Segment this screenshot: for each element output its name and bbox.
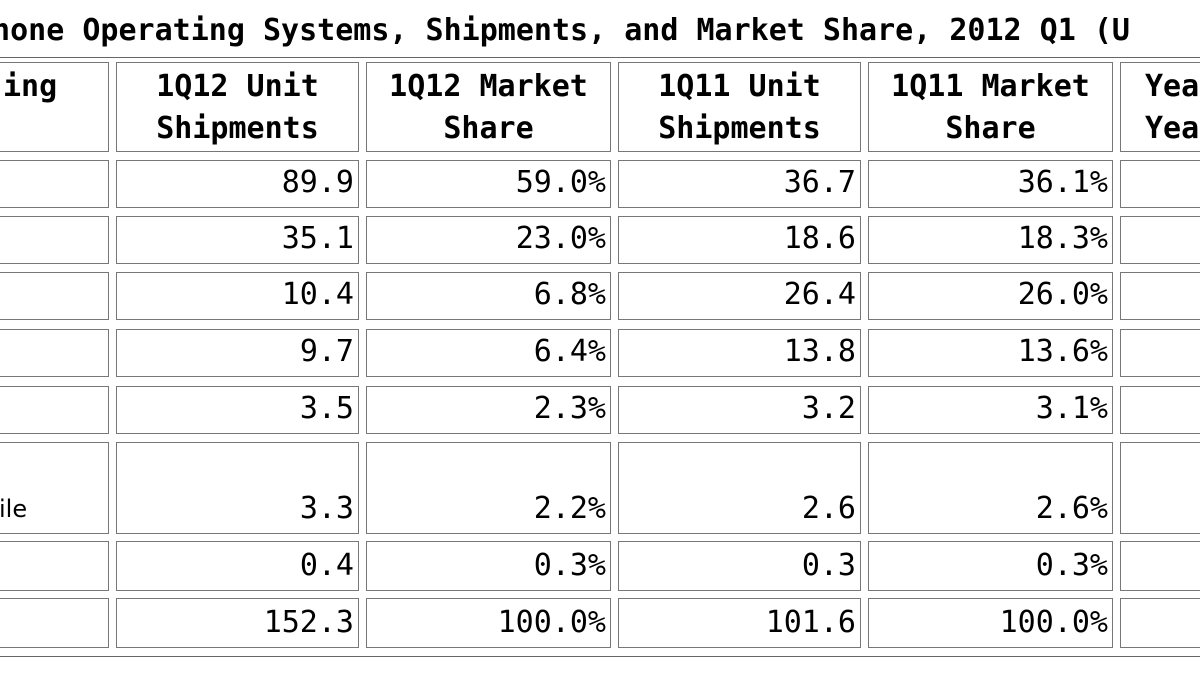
table-cell-q12-share: 6.4% bbox=[366, 329, 611, 377]
table-cell-q11-units: 13.8 bbox=[618, 329, 861, 377]
table-cell-q11-units: 18.6 bbox=[618, 216, 861, 264]
table-cell-yoy bbox=[1120, 160, 1200, 208]
table-cell-q12-share: 23.0% bbox=[366, 216, 611, 264]
table-cell-q11-share: 18.3% bbox=[868, 216, 1113, 264]
row-label-cell bbox=[0, 329, 109, 377]
table-cell-yoy bbox=[1120, 598, 1200, 648]
table-cell-yoy bbox=[1120, 216, 1200, 264]
table-cell-q11-share: 36.1% bbox=[868, 160, 1113, 208]
column-header: 1Q12 Unit Shipments bbox=[116, 62, 359, 152]
table-cell-q11-units: 0.3 bbox=[618, 541, 861, 591]
table-frame bbox=[0, 57, 1200, 657]
table-cell-q12-units: 3.5 bbox=[116, 386, 359, 434]
table-cell-q11-units: 101.6 bbox=[618, 598, 861, 648]
table-cell-q12-share: 100.0% bbox=[366, 598, 611, 648]
table-cell-q12-share: 0.3% bbox=[366, 541, 611, 591]
row-label-cell bbox=[0, 160, 109, 208]
column-header: 1Q12 Market Share bbox=[366, 62, 611, 152]
row-label-cell bbox=[0, 386, 109, 434]
table-cell-q12-units: 9.7 bbox=[116, 329, 359, 377]
column-header: 1Q11 Market Share bbox=[868, 62, 1113, 152]
table-cell-q12-units: 0.4 bbox=[116, 541, 359, 591]
table-cell-q12-units: 152.3 bbox=[116, 598, 359, 648]
table-cell-q12-share: 2.2% bbox=[366, 442, 611, 534]
table-title-text: phone Operating Systems, Shipments, and … bbox=[0, 13, 1130, 48]
table-cell-q12-share: 6.8% bbox=[366, 272, 611, 320]
row-label-cell bbox=[0, 541, 109, 591]
row-label-cell bbox=[0, 216, 109, 264]
table-cell-q11-units: 3.2 bbox=[618, 386, 861, 434]
table-cell-q11-share: 2.6% bbox=[868, 442, 1113, 534]
table-cell-q11-share: 100.0% bbox=[868, 598, 1113, 648]
table-cell-yoy bbox=[1120, 272, 1200, 320]
table-cell-yoy bbox=[1120, 386, 1200, 434]
table-cell-q12-share: 59.0% bbox=[366, 160, 611, 208]
column-header: Yea Yea bbox=[1120, 62, 1200, 152]
table-cell-q12-units: 35.1 bbox=[116, 216, 359, 264]
table-cell-q11-units: 2.6 bbox=[618, 442, 861, 534]
column-header: ing bbox=[0, 62, 109, 152]
table-cell-q11-share: 13.6% bbox=[868, 329, 1113, 377]
table-cell-q11-units: 26.4 bbox=[618, 272, 861, 320]
table-cell-q11-share: 3.1% bbox=[868, 386, 1113, 434]
row-label-cell bbox=[0, 272, 109, 320]
table-cell-q11-share: 0.3% bbox=[868, 541, 1113, 591]
row-label-cell: ile bbox=[0, 442, 109, 534]
table-cell-q12-share: 2.3% bbox=[366, 386, 611, 434]
table-cell-q12-units: 3.3 bbox=[116, 442, 359, 534]
table-cell-q12-units: 10.4 bbox=[116, 272, 359, 320]
row-label: ile bbox=[0, 495, 28, 523]
table-cell-yoy bbox=[1120, 541, 1200, 591]
table-cell-q11-share: 26.0% bbox=[868, 272, 1113, 320]
row-label-cell bbox=[0, 598, 109, 648]
table-cell-yoy bbox=[1120, 442, 1200, 534]
table-cell-q12-units: 89.9 bbox=[116, 160, 359, 208]
table-cell-q11-units: 36.7 bbox=[618, 160, 861, 208]
table-cell-yoy bbox=[1120, 329, 1200, 377]
column-header: 1Q11 Unit Shipments bbox=[618, 62, 861, 152]
